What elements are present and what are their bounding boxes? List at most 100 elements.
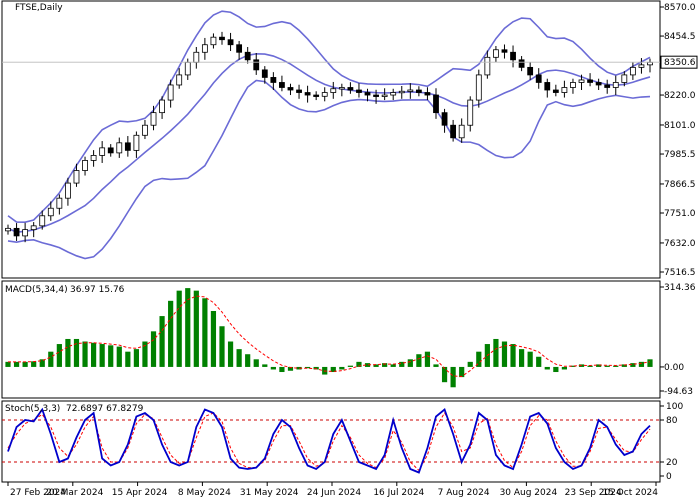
- macd-histogram-bar: [450, 366, 456, 388]
- bollinger-lower-band: [7, 79, 651, 260]
- macd-histogram-bar: [22, 361, 28, 367]
- macd-histogram-bar: [638, 361, 645, 367]
- price-y-tick-label: 8454.5: [664, 32, 696, 42]
- macd-histogram-bar: [630, 363, 636, 367]
- macd-histogram-bar: [262, 364, 268, 367]
- macd-histogram-bar: [544, 366, 550, 370]
- x-tick-label: 16 Jul 2024: [373, 488, 424, 498]
- macd-histogram-bar: [13, 361, 20, 367]
- x-tick-label: 20 Mar 2024: [46, 488, 103, 498]
- stoch-y-tick-label: 20: [666, 458, 678, 468]
- candle-body: [552, 89, 559, 93]
- candle-body: [364, 92, 371, 96]
- candle-body: [176, 74, 183, 86]
- candle-body: [279, 82, 285, 88]
- candle-body: [99, 147, 106, 156]
- candle-body: [236, 44, 243, 53]
- macd-histogram-bar: [116, 346, 122, 367]
- x-tick-label: 24 Jun 2024: [307, 488, 361, 498]
- macd-histogram-bar: [56, 344, 62, 367]
- candle-body: [595, 82, 602, 86]
- macd-histogram-bar: [604, 365, 610, 367]
- macd-histogram-bar: [424, 351, 431, 367]
- candle-body: [159, 99, 165, 114]
- macd-histogram-bar: [647, 359, 653, 367]
- candle-body: [578, 79, 585, 83]
- macd-histogram-bar: [82, 341, 88, 367]
- macd-histogram-bar: [493, 338, 499, 367]
- macd-histogram-bar: [347, 365, 353, 367]
- candle-body: [484, 56, 491, 76]
- candle-body: [184, 61, 191, 76]
- macd-histogram-bar: [296, 366, 302, 370]
- candle-body: [501, 49, 508, 53]
- current-price-box: [660, 55, 698, 69]
- macd-histogram-bar: [621, 364, 627, 367]
- candle-body: [527, 66, 534, 76]
- candle-body: [612, 82, 619, 88]
- macd-histogram-bar: [270, 366, 276, 370]
- candle-body: [450, 124, 457, 139]
- current-price-label: 8350.6: [664, 58, 696, 68]
- macd-histogram-bar: [142, 341, 148, 367]
- candle-body: [90, 155, 97, 161]
- candle-body: [133, 134, 140, 151]
- macd-histogram-bar: [476, 351, 482, 367]
- candle-body: [629, 66, 636, 76]
- macd-histogram-bar: [287, 366, 294, 371]
- macd-histogram-bar: [31, 361, 37, 367]
- macd-histogram-bar: [5, 361, 11, 367]
- macd-histogram-bar: [91, 342, 97, 367]
- macd-histogram-bar: [176, 290, 182, 367]
- price-y-tick-label: 7866.5: [664, 180, 696, 190]
- stoch-y-tick-label: 0: [666, 472, 672, 482]
- x-tick-label: 8 May 2024: [178, 488, 231, 498]
- macd-histogram-bar: [150, 331, 157, 367]
- macd-histogram-bar: [407, 359, 413, 367]
- candle-body: [304, 92, 311, 96]
- candle-body: [47, 207, 54, 217]
- candle-body: [561, 87, 568, 93]
- macd-histogram-bar: [210, 310, 217, 367]
- macd-panel-frame: [1, 280, 661, 399]
- candle-body: [313, 94, 320, 97]
- macd-histogram-bar: [587, 365, 593, 367]
- candle-body: [150, 112, 157, 126]
- macd-histogram-bar: [510, 344, 516, 367]
- price-y-tick-label: 7632.0: [664, 239, 696, 249]
- macd-y-tick-label: -94.63: [664, 387, 693, 397]
- macd-histogram-bar: [390, 364, 396, 367]
- macd-histogram-bar: [519, 349, 525, 367]
- candle-body: [261, 69, 268, 78]
- candle-body: [535, 74, 542, 83]
- macd-histogram-bar: [467, 361, 473, 367]
- candle-body: [475, 74, 482, 101]
- candle-body: [56, 197, 63, 209]
- macd-histogram-bar: [99, 344, 105, 367]
- stoch-panel-frame: [1, 400, 661, 483]
- candle-body: [124, 142, 131, 151]
- candle-body: [638, 64, 645, 68]
- macd-histogram-bar: [364, 363, 371, 367]
- price-y-tick-label: 8570.0: [664, 3, 696, 13]
- x-tick-label: 27 Feb 2024: [10, 488, 66, 498]
- candle-body: [73, 170, 80, 184]
- macd-title: MACD(5,34,4): [5, 285, 68, 295]
- macd-histogram-bar: [373, 364, 379, 367]
- bollinger-upper-band: [7, 10, 651, 223]
- candle-body: [510, 51, 516, 61]
- macd-histogram-bar: [202, 298, 208, 367]
- macd-histogram-bar: [536, 356, 542, 367]
- stoch-title: Stoch(5,3,3): [5, 404, 61, 414]
- macd-histogram-bar: [561, 366, 567, 370]
- candle-body: [381, 94, 388, 97]
- macd-histogram-bar: [501, 341, 508, 367]
- candle-body: [407, 89, 414, 92]
- candle-body: [338, 87, 345, 90]
- candle-body: [415, 89, 422, 93]
- candle-body: [227, 39, 234, 46]
- candle-body: [82, 160, 88, 171]
- macd-histogram-bar: [159, 316, 165, 367]
- candle-body: [142, 124, 148, 136]
- price-y-tick-label: 8220.0: [664, 91, 696, 101]
